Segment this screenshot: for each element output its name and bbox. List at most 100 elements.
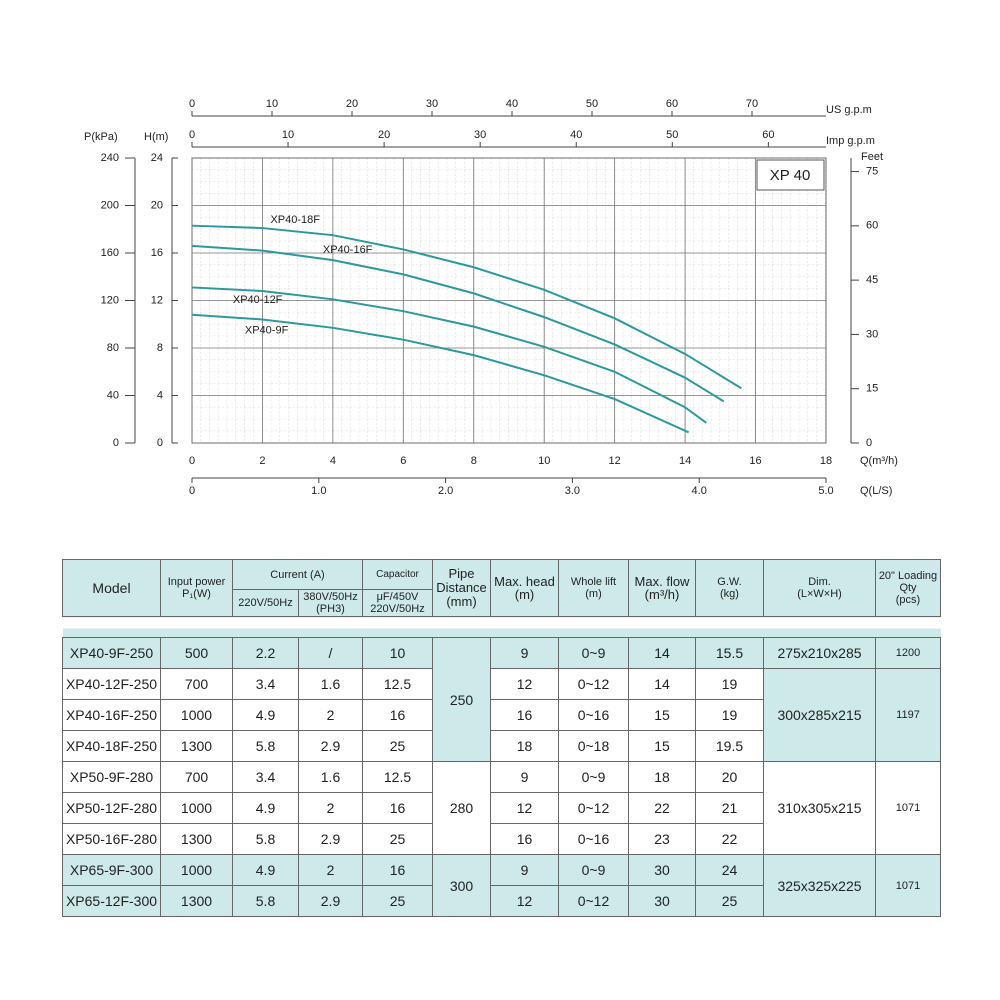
y-tick-label: 20	[151, 199, 163, 211]
table-cell: 0~16	[558, 699, 629, 731]
model-box	[756, 159, 825, 191]
table-cell: 0~16	[558, 823, 629, 855]
table-cell: 0~9	[558, 854, 629, 886]
axis-tick-label: 50	[586, 98, 598, 110]
y-tick-label: 16	[151, 247, 163, 259]
axis-tick-label: 10	[282, 129, 294, 141]
axis-tick-label: 160	[101, 247, 119, 259]
pipe-cell: 250	[432, 637, 491, 762]
chart-title: XP 40	[770, 167, 811, 184]
axis-tick-label: 75	[866, 165, 878, 177]
axis-tick-label: 80	[107, 342, 119, 354]
axis-label: Imp g.p.m	[826, 135, 875, 147]
table-cell: XP65-12F-300	[62, 885, 161, 917]
table-cell: 5.8	[232, 885, 299, 917]
series-label: XP40-9F	[245, 325, 289, 337]
table-cell: XP50-16F-280	[62, 823, 161, 855]
table-cell: 700	[160, 761, 233, 793]
dim-cell: 300x285x215	[763, 668, 876, 762]
table-row: XP65-12F-300 1300 5.8 2.9 25 12 0~12 30 25	[62, 885, 941, 917]
axis-tick-label: 30	[474, 129, 486, 141]
table-cell: /	[298, 637, 363, 669]
table-cell: 25	[362, 730, 433, 762]
axis-tick-label: 60	[866, 220, 878, 232]
table-cell: 22	[628, 792, 696, 824]
header-cell: 220V/50Hz	[232, 589, 299, 617]
series-label: XP40-18F	[270, 214, 320, 226]
table-row: XP50-9F-280 700 3.4 1.6 12.5 280 9 0~9 18 20 310x3…	[62, 761, 941, 855]
header-cell: Current (A)	[232, 559, 363, 590]
axis-tick-label: 20	[346, 98, 358, 110]
qty-cell: 1197	[875, 668, 941, 762]
table-cell: 500	[160, 637, 233, 669]
axis-tick-label: 2.0	[438, 485, 453, 497]
table-cell: 19	[695, 668, 764, 700]
header-cell: Max. flow (m³/h)	[628, 559, 696, 617]
table-cell: 1300	[160, 885, 233, 917]
table-cell: 16	[490, 823, 559, 855]
header-cell: 380V/50Hz (PH3)	[298, 589, 363, 617]
x-tick-label: 10	[538, 455, 550, 467]
table-cell: 3.4	[232, 668, 299, 700]
table-cell: 1.6	[298, 761, 363, 793]
table-cell: 18	[490, 730, 559, 762]
table-row: XP40-9F-250 500 2.2/10 250 9 0~9 14 15.5 275x210…	[62, 637, 941, 762]
table-cell: 24	[695, 854, 764, 886]
header-cell: 20" Loading Qty (pcs)	[875, 559, 941, 617]
table-cell: 30	[628, 885, 696, 917]
table-cell: 12	[490, 792, 559, 824]
axis-tick-label: 5.0	[818, 485, 833, 497]
y-tick-label: 12	[151, 294, 163, 306]
header-cell: Max. head (m)	[490, 559, 559, 617]
table-cell: 0~18	[558, 730, 629, 762]
axis-tick-label: 4.0	[692, 485, 707, 497]
table-cell: XP65-9F-300	[62, 854, 161, 886]
table-cell: 25	[362, 885, 433, 917]
header-cell: Pipe Distance (mm)	[432, 559, 491, 617]
table-cell: 2.2	[232, 637, 299, 669]
table-cell: 10	[362, 637, 433, 669]
table-cell: 22	[695, 823, 764, 855]
table-cell: 15	[628, 699, 696, 731]
x-tick-label: 12	[609, 455, 621, 467]
table-cell: 2.9	[298, 730, 363, 762]
table-cell: 4.9	[232, 854, 299, 886]
axis-tick-label: 40	[570, 129, 582, 141]
dim-cell: 325x325x225	[763, 854, 876, 917]
table-cell: 1000	[160, 792, 233, 824]
table-cell: XP40-18F-250	[62, 730, 161, 762]
axis-tick-label: 120	[101, 294, 119, 306]
table-cell: 4.9	[232, 699, 299, 731]
table-cell: 14	[628, 637, 696, 669]
table-cell: 15.5	[695, 637, 764, 669]
x-tick-label: 0	[189, 455, 195, 467]
table-cell: 12.5	[362, 761, 433, 793]
y-tick-label: 4	[157, 389, 163, 401]
axis-tick-label: 0	[189, 129, 195, 141]
axis-tick-label: 50	[666, 129, 678, 141]
pipe-cell: 280	[432, 761, 491, 855]
qty-cell: 1071	[875, 854, 941, 917]
axis-tick-label: 10	[266, 98, 278, 110]
table-cell: 25	[695, 885, 764, 917]
axis-tick-label: 0	[113, 437, 119, 449]
table-cell: 16	[362, 792, 433, 824]
axis-tick-label: 40	[107, 389, 119, 401]
spacer-row	[62, 616, 941, 638]
table-cell: 1300	[160, 730, 233, 762]
curve	[191, 313, 690, 434]
axis-tick-label: 60	[762, 129, 774, 141]
qty-cell: 1071	[875, 761, 941, 855]
table-row: XP50-12F-280 1000 4.9 2 16 12 0~12 22 21	[62, 792, 941, 824]
axis-tick-label: 15	[866, 383, 878, 395]
header-cell: Dim. (L×W×H)	[763, 559, 876, 617]
axis-tick-label: 30	[866, 328, 878, 340]
table-row: XP65-9F-300 1000 4.9 2 16 300 9 0~9 30 24 325x325x…	[62, 854, 941, 917]
table-cell: 700	[160, 668, 233, 700]
table-cell: 3.4	[232, 761, 299, 793]
curve	[191, 286, 707, 424]
curve	[191, 244, 725, 403]
header-cell: Capacitor	[362, 559, 433, 590]
table-cell: 1000	[160, 699, 233, 731]
header-cell: μF/450V 220V/50Hz	[362, 589, 433, 617]
